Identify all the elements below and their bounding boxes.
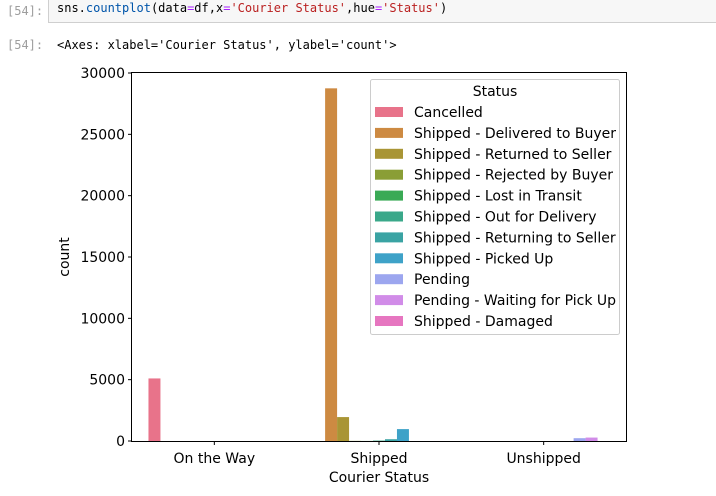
bar	[337, 417, 350, 441]
legend-swatch	[375, 190, 403, 201]
legend-label: Shipped - Damaged	[414, 314, 553, 330]
y-tick-label: 0	[116, 434, 125, 450]
legend-label: Shipped - Picked Up	[414, 251, 553, 267]
x-axis-label: Courier Status	[329, 470, 429, 486]
legend-swatch	[375, 211, 403, 222]
legend-swatch	[375, 253, 403, 264]
legend-swatch	[375, 232, 403, 243]
legend-swatch	[375, 169, 403, 180]
legend-swatch	[375, 295, 403, 306]
output-text: <Axes: xlabel='Courier Status', ylabel='…	[57, 38, 397, 52]
y-tick-label: 10000	[80, 311, 125, 327]
legend-swatch	[375, 316, 403, 326]
legend-label: Shipped - Delivered to Buyer	[414, 126, 616, 142]
legend-title: Status	[473, 84, 518, 100]
x-tick-label: Unshipped	[506, 451, 580, 467]
bar	[325, 88, 338, 441]
legend: Status Cancelled Shipped - Delivered to B…	[370, 79, 620, 335]
legend-swatch	[375, 274, 403, 285]
output-prompt: [54]:	[7, 38, 44, 52]
bar	[573, 438, 586, 441]
bar	[585, 437, 598, 441]
legend-label: Shipped - Rejected by Buyer	[414, 168, 613, 184]
legend-label: Shipped - Returned to Seller	[414, 147, 612, 163]
legend-swatch	[375, 107, 403, 117]
legend-label: Pending - Waiting for Pick Up	[414, 293, 616, 309]
legend-box	[370, 79, 620, 335]
legend-label: Shipped - Out for Delivery	[414, 210, 597, 226]
x-axis: On the Way Shipped Unshipped	[174, 441, 581, 467]
bar	[396, 429, 409, 441]
y-tick-label: 5000	[89, 373, 125, 389]
legend-label: Pending	[414, 272, 470, 288]
code-line: sns.countplot(data=df,x='Courier Status'…	[57, 1, 448, 15]
x-tick-label: On the Way	[174, 451, 256, 467]
legend-label: Shipped - Lost in Transit	[414, 189, 582, 205]
bar	[148, 378, 161, 441]
y-axis-label: count	[57, 237, 73, 277]
y-tick-label: 30000	[80, 66, 125, 82]
y-tick-label: 20000	[80, 189, 125, 205]
y-tick-label: 25000	[80, 127, 125, 143]
y-axis: 0 5000 10000 15000 20000 25000 30000	[80, 66, 132, 450]
legend-label: Cancelled	[414, 105, 483, 121]
bar	[384, 439, 397, 441]
x-tick-label: Shipped	[351, 451, 408, 467]
bars-group	[148, 88, 598, 441]
legend-swatch	[375, 127, 403, 138]
y-tick-label: 15000	[80, 250, 125, 266]
input-prompt: [54]:	[7, 4, 44, 18]
code-cell[interactable]: sns.countplot(data=df,x='Courier Status'…	[48, 0, 716, 23]
legend-swatch	[375, 148, 403, 159]
legend-label: Shipped - Returning to Seller	[414, 230, 616, 246]
